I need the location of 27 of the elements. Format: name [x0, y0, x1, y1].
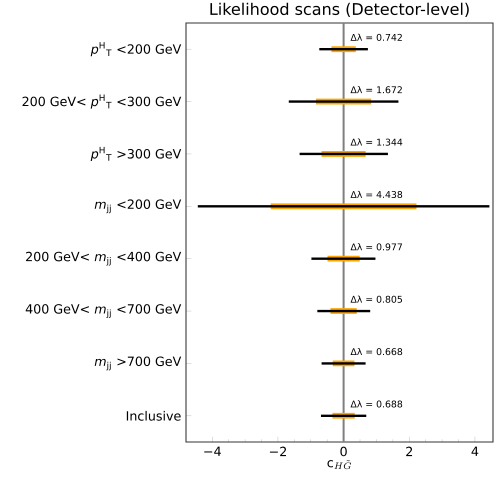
bar: [311, 258, 376, 260]
bar: [320, 414, 366, 417]
annotation: Δλ = 0.977: [350, 243, 402, 250]
y-tick-label: p$^{H}$$_{T}$ >300 GeV: [90, 146, 182, 162]
x-axis-title: $\mathrm{c}_{H\tilde{G}}$: [328, 460, 352, 470]
annotation: Δλ = 1.344: [350, 138, 402, 146]
annotation: Δλ = 4.438: [350, 190, 402, 198]
y-tick-label: p$^{H}$$_{T}$ <200 GeV: [90, 42, 182, 56]
annotation: Δλ = 0.805: [350, 296, 402, 303]
x-tick-label: 2: [406, 446, 412, 456]
y-tick-label: 200 GeV< m$_{jj}$ <400 GeV: [26, 252, 182, 266]
bar: [319, 48, 368, 50]
x-tick-label: −4: [204, 446, 221, 456]
bar: [198, 205, 490, 208]
annotation: Δλ = 0.742: [350, 34, 402, 41]
y-tick-label: m$_{jj}$ <200 GeV: [94, 199, 182, 214]
x-tick-label: 4: [472, 446, 478, 456]
y-tick-label: 400 GeV< m$_{jj}$ <700 GeV: [26, 304, 182, 318]
chart-title: Likelihood scans (Detector-level): [210, 2, 469, 17]
annotation: Δλ = 1.672: [350, 86, 402, 94]
x-tick-label: −2: [270, 446, 286, 456]
x-tick-label: 0: [340, 446, 347, 456]
y-tick-label: m$_{jj}$ >700 GeV: [94, 356, 182, 370]
annotation: Δλ = 0.688: [350, 400, 402, 408]
y-tick-label: Inclusive: [126, 410, 181, 421]
y-tick-label: 200 GeV< p$^{H}$$_{T}$ <300 GeV: [22, 94, 182, 109]
annotation: Δλ = 0.668: [350, 348, 402, 356]
